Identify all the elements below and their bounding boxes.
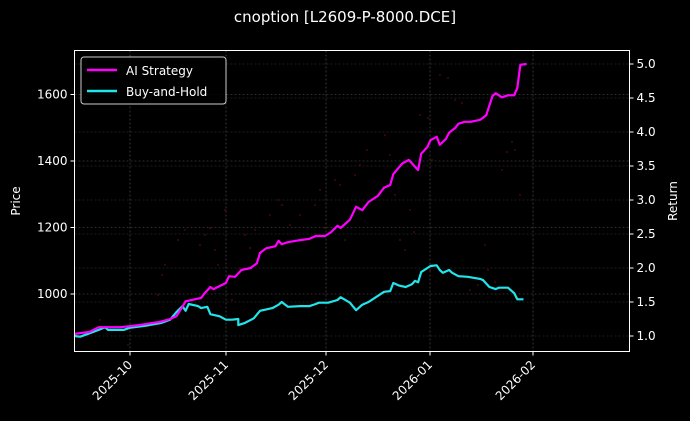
scatter-point [469,289,471,291]
scatter-point [389,154,391,156]
right-tick-label: 3.5 [637,159,656,173]
scatter-point [487,269,489,271]
scatter-point [324,227,326,229]
scatter-point [419,114,421,116]
scatter-point [501,169,503,171]
scatter-point [161,274,163,276]
scatter-point [454,99,456,101]
scatter-point [399,239,401,241]
right-tick-label: 3.0 [637,193,656,207]
left-y-axis: 1000 1200 1400 1600 [37,88,75,301]
right-y-axis: 1.0 1.5 2.0 2.5 3.0 3.5 4.0 4.5 5.0 [629,57,656,343]
scatter-point [299,214,301,216]
scatter-point [506,151,508,153]
scatter-point [519,194,521,196]
scatter-point [199,244,201,246]
scatter-point [281,204,283,206]
scatter-point [204,234,206,236]
scatter-point [127,344,129,346]
scatter-point [354,174,356,176]
scatter-point [461,102,463,104]
scatter-point [289,224,291,226]
scatter-point [429,269,431,271]
x-tick-label: 2026-01 [390,358,435,403]
scatter-point [314,204,316,206]
scatter-point [244,234,246,236]
y-axis-label-return: Return [666,181,680,221]
chart-title: cnoption [L2609-P-8000.DCE] [233,8,457,26]
right-tick-label: 4.0 [637,125,656,139]
buy-and-hold-line [73,264,524,338]
scatter-point [511,141,513,143]
scatter-point [224,209,226,211]
scatter-point [344,239,346,241]
legend-box [80,56,227,105]
x-tick-label: 2025-12 [286,358,331,403]
scatter-point [514,149,516,151]
scatter-point [404,249,406,251]
scatter-point [394,194,396,196]
x-tick-label: 2025-11 [186,358,231,403]
scatter-point [177,239,179,241]
scatter-point [209,227,211,229]
scatter-point [431,159,433,161]
scatter-point [427,117,429,119]
scatter-point [254,229,256,231]
right-tick-label: 4.5 [637,91,656,105]
scatter-point [164,264,166,266]
x-axis: 2025-10 2025-11 2025-12 2026-01 2026-02 [90,351,538,403]
scatter-point [334,179,336,181]
scatter-point [384,134,386,136]
legend-label-ai-strategy: AI Strategy [126,64,193,78]
y-axis-label-price: Price [9,186,23,215]
scatter-point [447,77,449,79]
right-tick-label: 5.0 [637,57,656,71]
scatter-point [217,264,219,266]
left-tick-label: 1400 [37,154,68,168]
scatter-point [477,284,479,286]
scatter-point [319,189,321,191]
scatter-point [269,214,271,216]
left-tick-label: 1200 [37,221,68,235]
scatter-point [339,184,341,186]
scatter-point [239,267,241,269]
scatter-point [184,229,186,231]
scatter-point [359,164,361,166]
scatter-point [409,209,411,211]
scatter-point [494,281,496,283]
scatter-point [157,294,159,296]
scatter-point [277,199,279,201]
left-tick-label: 1000 [37,287,68,301]
right-tick-label: 2.0 [637,261,656,275]
legend: AI Strategy Buy-and-Hold [80,56,227,105]
ai-strategy-line [73,62,527,336]
right-tick-label: 1.5 [637,295,656,309]
x-tick-label: 2025-10 [90,358,135,403]
scatter-point [366,149,368,151]
right-tick-label: 1.0 [637,329,656,343]
x-tick-label: 2026-02 [493,358,538,403]
scatter-point [484,244,486,246]
right-tick-label: 2.5 [637,227,656,241]
scatter-point [214,249,216,251]
scatter-point [231,299,233,301]
scatter-point [439,74,441,76]
legend-label-buy-and-hold: Buy-and-Hold [126,85,207,99]
scatter-point [413,231,415,233]
left-tick-label: 1600 [37,88,68,102]
scatter-points [99,74,521,346]
scatter-point [249,247,251,249]
scatter-point [99,319,101,321]
plot-frame [74,50,630,352]
